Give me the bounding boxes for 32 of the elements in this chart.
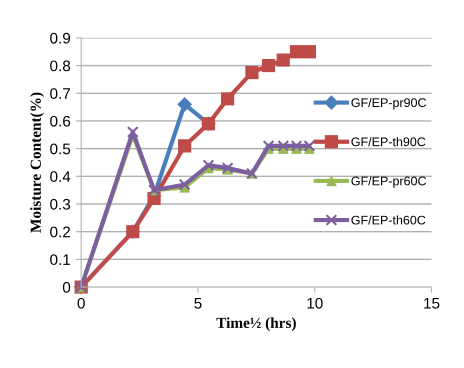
y-tick-label: 0.5 [50,144,70,154]
point [178,139,192,152]
point [202,159,214,172]
y-tick-label: 0.6 [50,116,70,127]
legend-label: GF/EP-th90C [351,137,426,146]
y-tick-label: 0.7 [50,88,70,99]
x-axis-title: Time½ (hrs) [216,317,296,332]
y-axis-title: Moisture Content(%) [30,92,44,233]
y-tick-label: 0.4 [50,171,70,182]
point [177,97,192,112]
legend-label: GF/EP-th60C [351,215,426,225]
point [262,58,276,72]
point [245,66,259,80]
y-tick-label: 0.2 [50,226,70,238]
legend-label: GF/EP-pr60C [351,176,426,188]
legend-label: GF/EP-pr90C [351,98,426,110]
x-tick-label: 15 [424,298,440,309]
point [126,126,139,138]
x-tick-label: 10 [307,298,323,309]
y-tick-label: 0.3 [50,198,70,210]
point [221,92,234,106]
point [276,53,290,67]
y-tick-label: 0.8 [50,60,70,72]
point [290,45,304,58]
point [178,178,191,191]
y-tick-label: 0.9 [50,32,70,44]
y-tick-label: 0.1 [50,254,70,266]
x-tick-label: 0 [78,298,85,309]
x-tick-label: 5 [194,298,202,309]
point [262,140,274,152]
point [302,45,316,58]
y-tick-label: 0 [62,282,70,293]
